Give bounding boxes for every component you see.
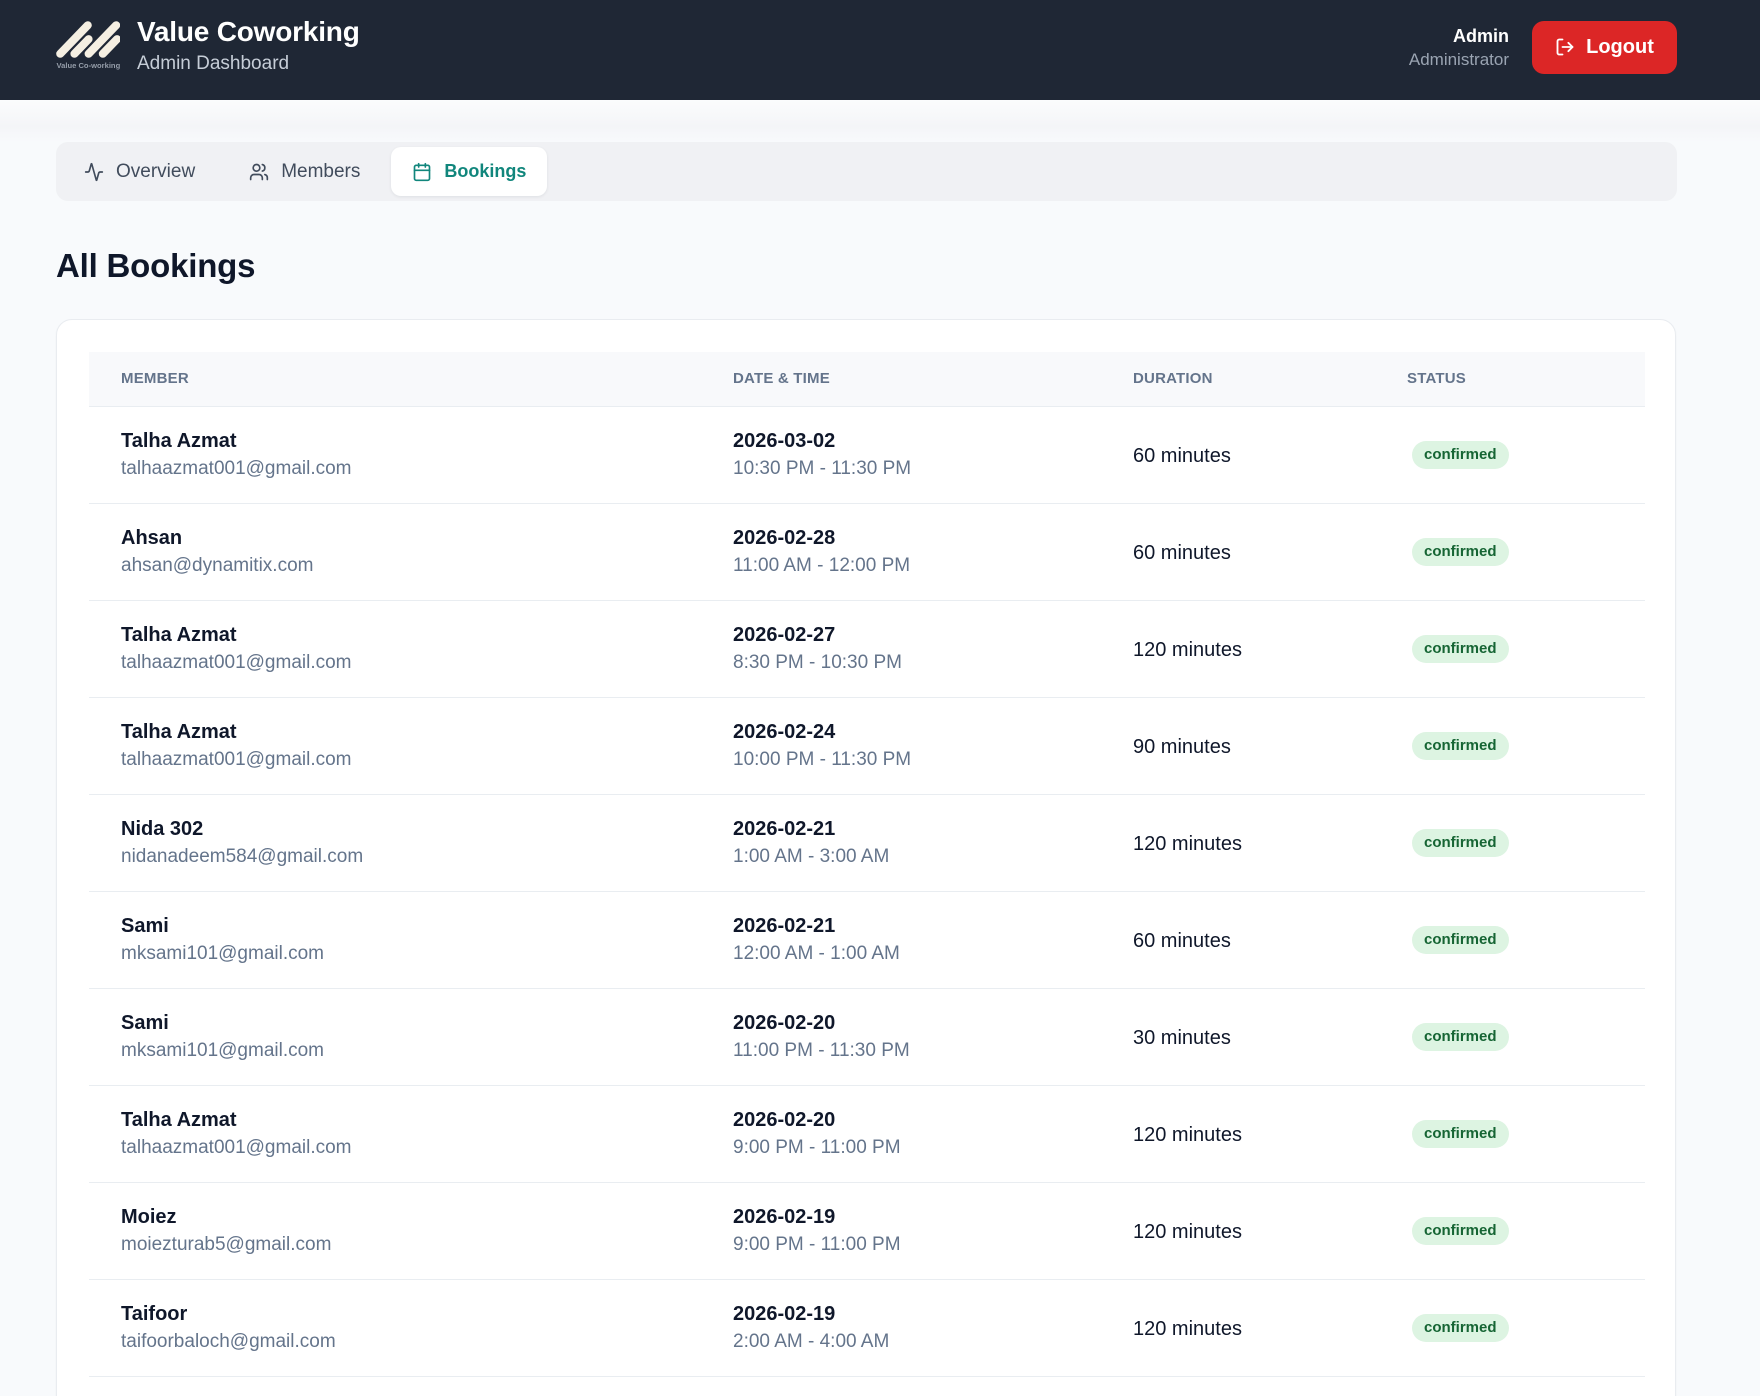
- svg-text:Value Co-working: Value Co-working: [57, 61, 121, 70]
